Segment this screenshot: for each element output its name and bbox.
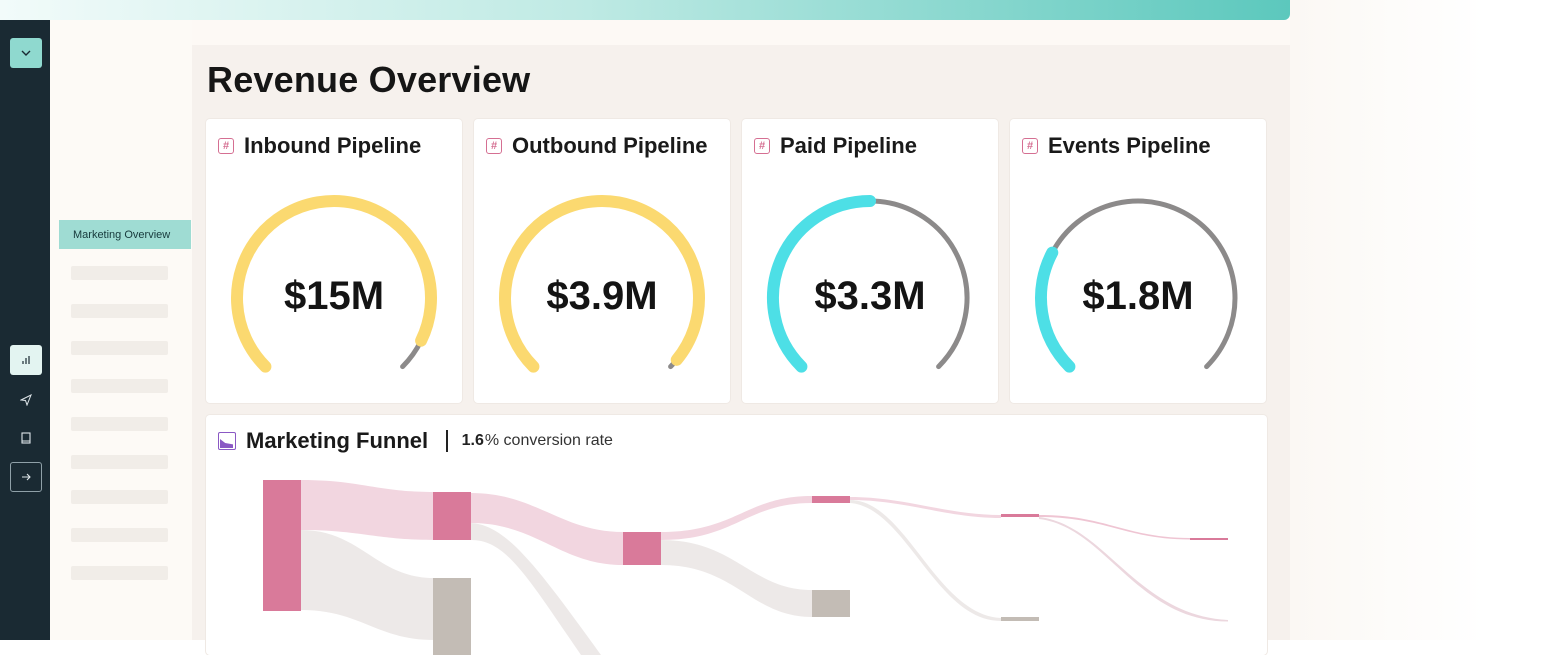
funnel-flow [661,496,812,540]
arrow-right-icon [22,473,31,481]
pipeline-card[interactable]: # Events Pipeline $1.8M [1010,119,1266,403]
funnel-flow [850,500,1001,621]
hash-icon: # [218,138,234,154]
background-fade [1290,0,1568,640]
main-header-strip [192,20,1290,45]
pipeline-card[interactable]: # Outbound Pipeline $3.9M [474,119,730,403]
bar-chart-icon [22,356,30,364]
gauge-fill [499,195,705,373]
card-title: Paid Pipeline [780,133,917,158]
main-content: Revenue Overview # Inbound Pipeline $15M… [192,45,1290,655]
funnel-flow [471,493,623,565]
hash-icon: # [1022,138,1038,154]
funnel-title: Marketing Funnel [246,428,429,453]
card-header: # Outbound Pipeline [486,133,708,159]
funnel-flow [1039,515,1190,540]
funnel-node [1190,538,1228,540]
gauge-track [1049,198,1238,370]
funnel-node [812,496,850,503]
sidebar-item-marketing-overview[interactable]: Marketing Overview [59,220,191,249]
gauge [767,195,970,373]
divider [446,430,448,452]
card-header: # Inbound Pipeline [218,133,421,159]
funnel-node [623,532,661,565]
funnel-node [1001,617,1039,621]
funnel-node [433,578,471,655]
funnel-flow [661,540,812,617]
funnel-flow [301,530,434,640]
sidebar-item-placeholder[interactable] [71,341,168,355]
docs-nav-button[interactable] [10,423,42,453]
sidebar: Marketing Overview [50,20,192,640]
funnel-node [812,590,850,617]
conversion-rate-value: 1.6 [461,432,484,449]
gauge [499,195,705,373]
funnel-node [1001,514,1039,517]
card-title: Outbound Pipeline [512,133,708,158]
card-header: # Paid Pipeline [754,133,917,159]
gauge-value: $3.9M [546,274,658,318]
funnel-header: Marketing Funnel 1.6 % conversion rate [218,428,613,454]
gauge-fill [1035,246,1076,373]
gauge-value: $15M [283,274,385,318]
sidebar-item-placeholder[interactable] [71,455,168,469]
gauge-value: $3.3M [814,274,926,318]
gauge [231,195,437,373]
funnel-flow [471,523,601,655]
sidebar-item-placeholder[interactable] [71,490,168,504]
pipeline-card[interactable]: # Inbound Pipeline $15M [206,119,462,403]
area-chart-icon [218,432,236,450]
sidebar-item-placeholder[interactable] [71,528,168,542]
sidebar-item-placeholder[interactable] [71,417,168,431]
chevron-down-icon [21,50,31,56]
gauge-fill [767,195,876,373]
send-icon [20,394,32,406]
card-title: Inbound Pipeline [244,133,422,158]
gauge [1035,198,1238,373]
workspace-dropdown-button[interactable] [10,38,42,68]
window-top-bar [0,0,1290,20]
gauge-fill [231,195,437,373]
funnel-flow [850,497,1001,518]
funnel-flow [301,480,434,540]
pipeline-card[interactable]: # Paid Pipeline $3.3M [742,119,998,403]
book-icon [21,432,31,444]
hash-icon: # [486,138,502,154]
analytics-nav-button[interactable] [10,345,42,375]
hash-icon: # [754,138,770,154]
sidebar-item-placeholder[interactable] [71,566,168,580]
campaigns-nav-button[interactable] [10,385,42,415]
gauge-value: $1.8M [1082,274,1194,318]
card-header: # Events Pipeline [1022,133,1211,159]
sidebar-item-placeholder[interactable] [71,304,168,318]
card-title: Events Pipeline [1048,133,1211,158]
sidebar-item-placeholder[interactable] [71,266,168,280]
conversion-rate-label: % conversion rate [484,432,613,449]
marketing-funnel-card[interactable]: Marketing Funnel 1.6 % conversion rate [206,415,1267,655]
gauge-track [867,198,970,370]
icon-rail [0,20,50,640]
funnel-node [263,480,301,611]
funnel-node [433,492,471,540]
expand-sidebar-button[interactable] [10,462,42,492]
sidebar-item-placeholder[interactable] [71,379,168,393]
page-title: Revenue Overview [207,59,531,100]
